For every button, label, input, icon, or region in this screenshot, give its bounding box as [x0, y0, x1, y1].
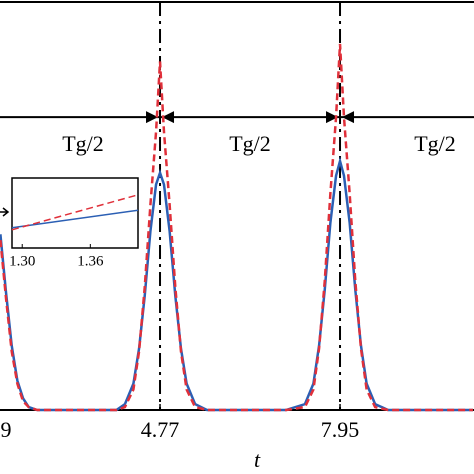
inset-arrow — [0, 207, 10, 217]
inset-tick-label: 1.36 — [77, 253, 104, 269]
series-line — [0, 43, 474, 412]
x-tick-label: 4.77 — [141, 417, 180, 442]
annotation: Tg/2 — [229, 131, 271, 156]
x-tick-label: 9 — [1, 417, 12, 442]
inset: 1.30 1.36 — [0, 177, 139, 269]
x-tick-label: 7.95 — [321, 417, 360, 442]
annotation: Tg/2 — [414, 131, 456, 156]
arrow-head — [146, 111, 175, 124]
x-axis-label: t — [254, 447, 261, 472]
series-line — [11, 209, 139, 229]
annotation: Tg/2 — [62, 131, 104, 156]
inset-tick-label: 1.30 — [9, 253, 35, 269]
arrow-head — [326, 111, 355, 124]
